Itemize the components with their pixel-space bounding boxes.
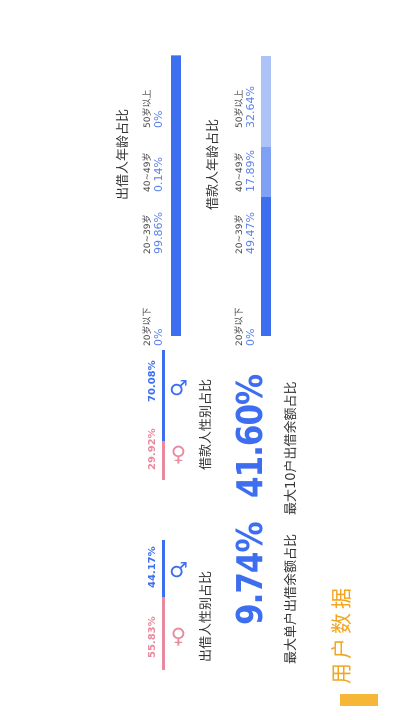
borrower-age-pct-1: 99.86% xyxy=(152,212,165,254)
lender-age-seg-3 xyxy=(261,56,271,148)
lender-gender-rail xyxy=(162,540,165,670)
lender-age-label-0: 20岁以下 xyxy=(235,307,245,346)
borrower-male-share xyxy=(162,350,165,441)
lender-age-label-3: 50岁以上 xyxy=(235,89,245,128)
borrower-age-label-3: 50岁以上 xyxy=(143,89,153,128)
top10-label: 最大10户出借余额占比 xyxy=(284,381,299,515)
lender-male-share xyxy=(162,540,165,597)
borrower-age-label-1: 20~39岁 xyxy=(143,214,153,254)
section-accent-bar xyxy=(340,694,378,706)
borrower-age-title: 借款人年龄占比 xyxy=(206,118,221,210)
single-max-label: 最大单户出借余额占比 xyxy=(284,533,299,664)
borrower-gender-rail xyxy=(162,350,165,480)
lender-male-pct: 44.17% xyxy=(147,546,158,588)
borrower-age-label-2: 40~49岁 xyxy=(143,152,153,192)
borrower-age-pct-2: 0.14% xyxy=(152,157,165,192)
borrower-age-pct-0: 0% xyxy=(152,328,165,346)
lender-age-pct-0: 0% xyxy=(244,328,257,346)
borrower-male-icon: ♂ xyxy=(169,376,188,401)
lender-age-pct-1: 49.47% xyxy=(244,212,257,254)
lender-age-label-1: 20~39岁 xyxy=(235,214,245,254)
borrower-age-seg-2 xyxy=(171,55,181,57)
single-max-value: 9.74% xyxy=(230,522,272,625)
borrower-female-pct: 29.92% xyxy=(147,428,158,470)
lender-age-title: 出借人年龄占比 xyxy=(116,108,131,200)
lender-age-bar xyxy=(261,56,271,336)
section-title: 用户数据 xyxy=(330,584,354,684)
lender-age-label-2: 40~49岁 xyxy=(235,152,245,192)
lender-female-pct: 55.83% xyxy=(147,616,158,658)
lender-female-share xyxy=(162,597,165,670)
lender-age-seg-2 xyxy=(261,147,271,198)
lender-age-seg-1 xyxy=(261,197,271,336)
lender-age-pct-2: 17.89% xyxy=(244,150,257,192)
borrower-age-label-0: 20岁以下 xyxy=(143,307,153,346)
top10-value: 41.60% xyxy=(230,374,272,498)
borrower-gender-title: 借款人性别占比 xyxy=(199,378,214,470)
borrower-female-share xyxy=(162,441,165,480)
lender-gender-title: 出借人性别占比 xyxy=(199,570,214,662)
borrower-age-bar xyxy=(171,55,181,336)
lender-male-icon: ♂ xyxy=(169,558,188,583)
lender-female-icon: ♀ xyxy=(170,623,187,648)
borrower-age-pct-3: 0% xyxy=(152,110,165,128)
borrower-age-seg-1 xyxy=(171,56,181,336)
borrower-male-pct: 70.08% xyxy=(147,360,158,402)
lender-age-pct-3: 32.64% xyxy=(244,86,257,128)
borrower-female-icon: ♀ xyxy=(170,441,187,466)
